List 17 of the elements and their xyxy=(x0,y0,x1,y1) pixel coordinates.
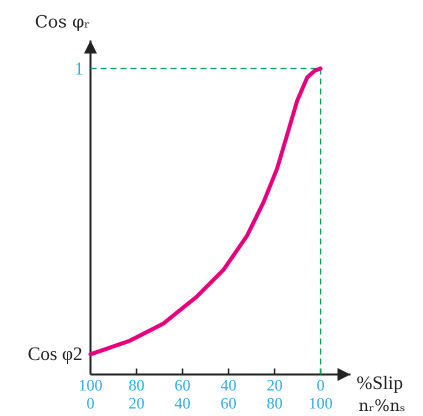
x-tick-label: 100 xyxy=(78,378,102,394)
annotation: Cos φ2 xyxy=(28,344,83,365)
x2-tick-label: 100 xyxy=(308,396,333,412)
x2-tick-label: 0 xyxy=(86,396,94,412)
ref-line-label: 1 xyxy=(74,58,84,78)
x-tick-label: 0 xyxy=(316,378,325,394)
x-tick-label: 20 xyxy=(266,378,283,394)
x-tick-label: 60 xyxy=(174,378,191,394)
x2-tick-label: 60 xyxy=(220,396,237,412)
x-tick-label: 80 xyxy=(128,378,145,394)
x2-tick-label: 80 xyxy=(266,396,283,412)
x-axis-title: %Slip xyxy=(356,373,403,394)
x2-axis-title: nᵣ%nₛ xyxy=(358,396,406,415)
x2-tick-label: 40 xyxy=(174,396,191,412)
x-tick-label: 40 xyxy=(220,378,237,394)
y-axis-title: Cos φᵣ xyxy=(34,12,90,32)
x2-tick-label: 20 xyxy=(128,396,145,412)
